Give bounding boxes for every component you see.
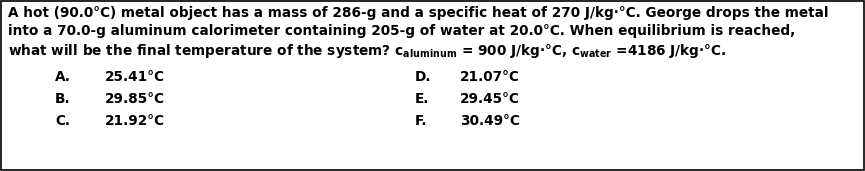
Text: C.: C.: [55, 114, 70, 128]
Text: 21.92°C: 21.92°C: [105, 114, 165, 128]
Text: what will be the final temperature of the system? $\mathbf{c}_{\mathbf{aluminum}: what will be the final temperature of th…: [8, 42, 727, 60]
Text: 21.07°C: 21.07°C: [460, 70, 520, 84]
Text: 29.85°C: 29.85°C: [105, 92, 165, 106]
Text: 29.45°C: 29.45°C: [460, 92, 520, 106]
Text: D.: D.: [415, 70, 432, 84]
Text: F.: F.: [415, 114, 427, 128]
Text: 25.41°C: 25.41°C: [105, 70, 165, 84]
Text: B.: B.: [55, 92, 71, 106]
Text: E.: E.: [415, 92, 429, 106]
Text: A.: A.: [55, 70, 71, 84]
Text: A hot (90.0°C) metal object has a mass of 286-g and a specific heat of 270 J/kg·: A hot (90.0°C) metal object has a mass o…: [8, 6, 829, 20]
Text: into a 70.0-g aluminum calorimeter containing 205-g of water at 20.0°C. When equ: into a 70.0-g aluminum calorimeter conta…: [8, 24, 795, 38]
Text: 30.49°C: 30.49°C: [460, 114, 520, 128]
